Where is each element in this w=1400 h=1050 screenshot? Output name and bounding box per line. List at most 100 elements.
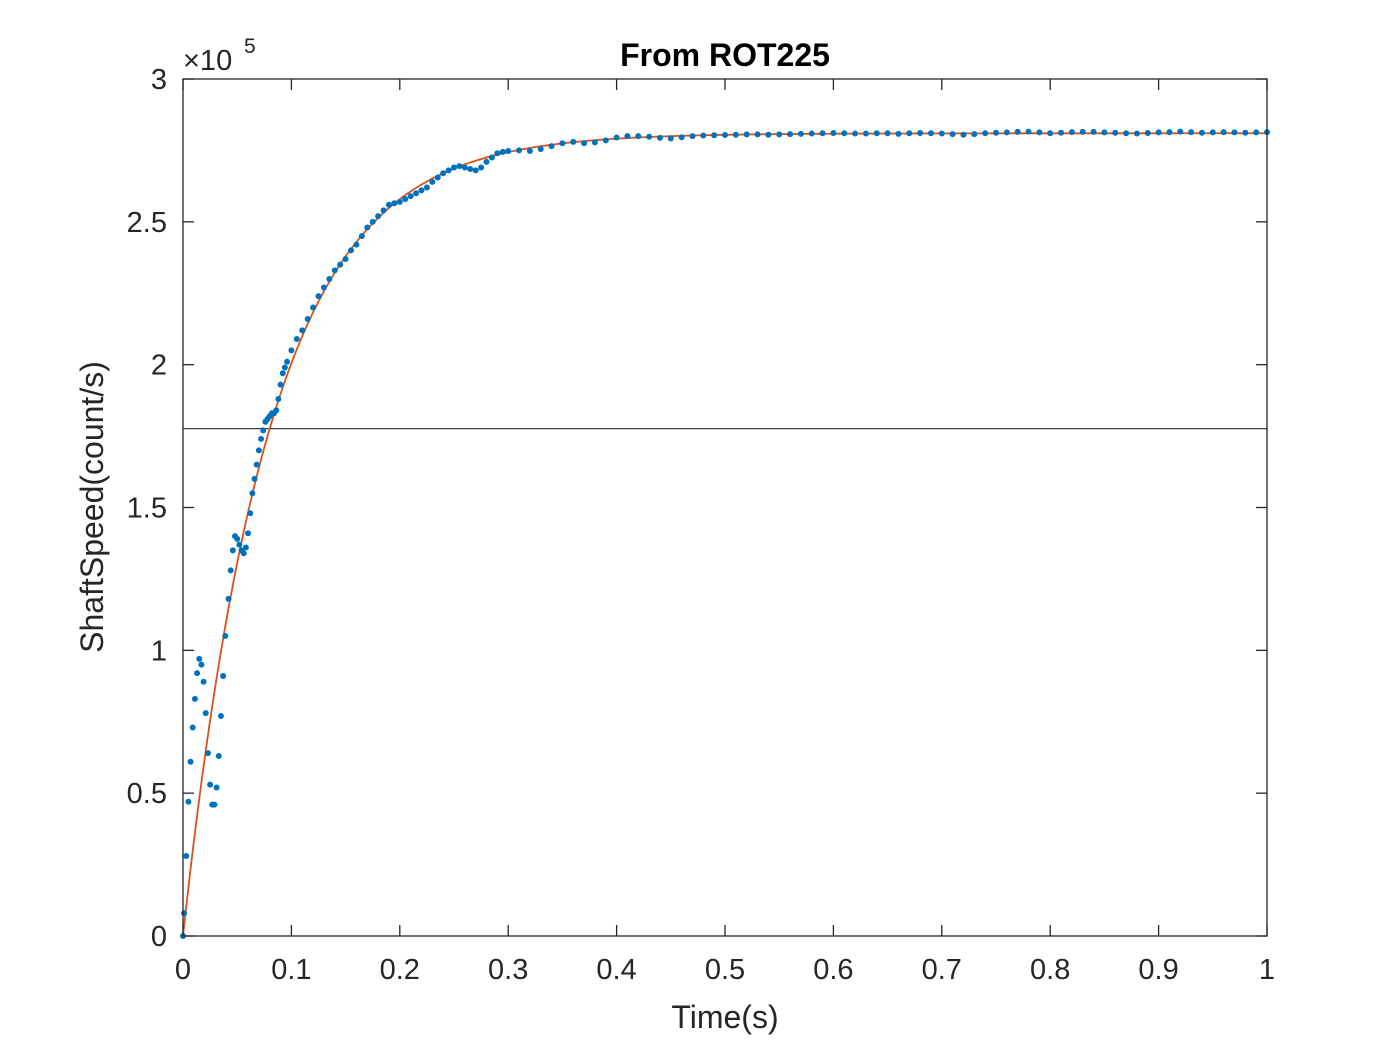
y-tick-label: 2 bbox=[151, 350, 167, 382]
data-point bbox=[407, 193, 414, 200]
data-point bbox=[982, 130, 989, 137]
data-point bbox=[895, 130, 902, 137]
data-point bbox=[765, 131, 772, 138]
data-point bbox=[938, 130, 945, 137]
data-point bbox=[722, 131, 728, 138]
data-point bbox=[613, 134, 620, 141]
data-point bbox=[234, 535, 241, 542]
data-point bbox=[299, 327, 306, 334]
data-point bbox=[906, 130, 913, 137]
data-point bbox=[499, 148, 506, 155]
axes-box bbox=[182, 78, 1268, 937]
data-point bbox=[258, 435, 265, 442]
y-tick-label: 2.5 bbox=[127, 207, 167, 239]
data-point bbox=[217, 713, 224, 720]
data-point bbox=[331, 267, 338, 274]
data-point bbox=[667, 135, 674, 142]
data-point bbox=[971, 131, 978, 138]
data-point bbox=[187, 758, 194, 765]
data-point bbox=[602, 137, 609, 144]
data-point bbox=[711, 132, 718, 139]
data-point bbox=[320, 284, 327, 291]
data-point bbox=[862, 130, 869, 137]
data-point bbox=[1036, 129, 1043, 136]
data-point bbox=[1112, 129, 1119, 136]
data-point bbox=[1155, 129, 1162, 136]
data-point bbox=[200, 678, 207, 685]
data-point bbox=[183, 853, 190, 860]
data-point bbox=[451, 164, 457, 171]
data-point bbox=[635, 133, 642, 140]
data-point bbox=[732, 131, 739, 138]
data-point bbox=[467, 165, 474, 172]
data-point bbox=[1123, 130, 1130, 137]
y-axis-label: ShaftSpeed(count/s) bbox=[74, 361, 110, 653]
data-point bbox=[1025, 128, 1032, 135]
data-point bbox=[364, 224, 371, 231]
data-point bbox=[348, 247, 355, 254]
data-point bbox=[559, 140, 566, 147]
data-point bbox=[342, 255, 349, 262]
data-point bbox=[1177, 128, 1184, 135]
data-point bbox=[1188, 129, 1195, 136]
data-point bbox=[242, 544, 249, 551]
data-point bbox=[1058, 129, 1065, 136]
data-point bbox=[456, 163, 463, 170]
y-tick-label: 0.5 bbox=[127, 778, 167, 810]
data-point bbox=[277, 381, 284, 388]
data-point bbox=[570, 138, 577, 145]
y-exponent-power: 5 bbox=[244, 35, 256, 58]
data-point bbox=[624, 133, 631, 140]
data-point bbox=[754, 131, 761, 138]
data-point bbox=[678, 134, 685, 141]
data-point bbox=[516, 147, 523, 154]
data-point bbox=[236, 541, 243, 548]
data-point bbox=[1003, 129, 1010, 136]
x-tick-label: 0.4 bbox=[596, 954, 636, 986]
data-point bbox=[369, 218, 376, 225]
data-point bbox=[222, 633, 229, 640]
data-point bbox=[689, 133, 696, 140]
data-point bbox=[253, 461, 260, 468]
data-point bbox=[358, 233, 365, 240]
x-tick-label: 0.5 bbox=[705, 954, 745, 986]
data-point bbox=[1068, 129, 1075, 136]
x-tick-label: 0.8 bbox=[1030, 954, 1070, 986]
data-point bbox=[434, 174, 441, 181]
data-point bbox=[198, 661, 205, 668]
data-point bbox=[646, 133, 653, 140]
data-point bbox=[293, 335, 300, 342]
data-point bbox=[505, 147, 512, 154]
data-point bbox=[326, 275, 333, 282]
data-point bbox=[548, 143, 555, 150]
data-point bbox=[1090, 128, 1097, 135]
data-point bbox=[281, 364, 288, 371]
data-point bbox=[304, 315, 311, 322]
measured-points bbox=[180, 128, 1270, 939]
y-tick-label: 3 bbox=[151, 64, 167, 96]
data-point bbox=[461, 164, 468, 171]
data-point bbox=[993, 129, 999, 136]
data-point bbox=[249, 490, 256, 497]
data-point bbox=[380, 207, 387, 214]
x-tick-label: 1 bbox=[1259, 954, 1275, 986]
data-point bbox=[413, 190, 420, 197]
x-tick-label: 0.3 bbox=[488, 954, 528, 986]
data-point bbox=[1144, 129, 1151, 136]
data-point bbox=[240, 550, 247, 557]
x-axis-label: Time(s) bbox=[671, 999, 778, 1035]
data-point bbox=[273, 407, 280, 414]
data-point bbox=[1253, 129, 1260, 136]
data-point bbox=[526, 147, 533, 154]
x-tick-label: 0.7 bbox=[922, 954, 962, 986]
data-point bbox=[1209, 129, 1216, 136]
x-tick-label: 0 bbox=[175, 954, 191, 986]
data-point bbox=[429, 178, 436, 185]
data-point bbox=[310, 304, 317, 311]
data-point bbox=[1198, 129, 1205, 136]
data-point bbox=[852, 130, 859, 137]
y-tick-label: 0 bbox=[151, 921, 167, 953]
data-point bbox=[873, 130, 880, 137]
data-point bbox=[204, 750, 211, 757]
